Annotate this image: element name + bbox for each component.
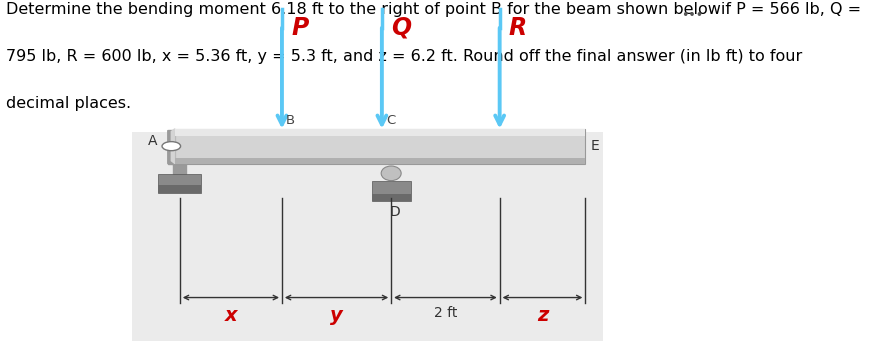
Text: E: E: [590, 139, 599, 153]
Polygon shape: [171, 129, 175, 164]
FancyBboxPatch shape: [175, 129, 585, 136]
Text: Q: Q: [391, 16, 411, 40]
FancyBboxPatch shape: [371, 194, 410, 201]
Polygon shape: [167, 130, 185, 174]
Text: y: y: [330, 306, 343, 325]
Text: z: z: [536, 306, 548, 325]
FancyBboxPatch shape: [159, 185, 201, 193]
Text: Determine the bending moment 6.18 ft to the right of point B for the beam shown : Determine the bending moment 6.18 ft to …: [5, 2, 860, 17]
Text: decimal places.: decimal places.: [5, 96, 131, 111]
Text: R: R: [509, 16, 526, 40]
Ellipse shape: [381, 166, 400, 181]
Text: •••: •••: [680, 9, 703, 22]
Circle shape: [162, 142, 181, 151]
Text: D: D: [389, 205, 400, 219]
Polygon shape: [167, 130, 182, 164]
FancyBboxPatch shape: [371, 181, 410, 201]
Text: P: P: [291, 16, 308, 40]
FancyBboxPatch shape: [175, 129, 585, 164]
Text: 2 ft: 2 ft: [433, 306, 456, 320]
Text: A: A: [147, 134, 157, 148]
FancyBboxPatch shape: [159, 174, 201, 193]
Text: x: x: [224, 306, 237, 325]
Text: C: C: [385, 114, 395, 127]
Text: 795 lb, R = 600 lb, x = 5.36 ft, y = 5.3 ft, and z = 6.2 ft. Round off the final: 795 lb, R = 600 lb, x = 5.36 ft, y = 5.3…: [5, 49, 801, 64]
FancyBboxPatch shape: [175, 158, 585, 164]
FancyBboxPatch shape: [132, 132, 602, 341]
Text: B: B: [286, 114, 295, 127]
